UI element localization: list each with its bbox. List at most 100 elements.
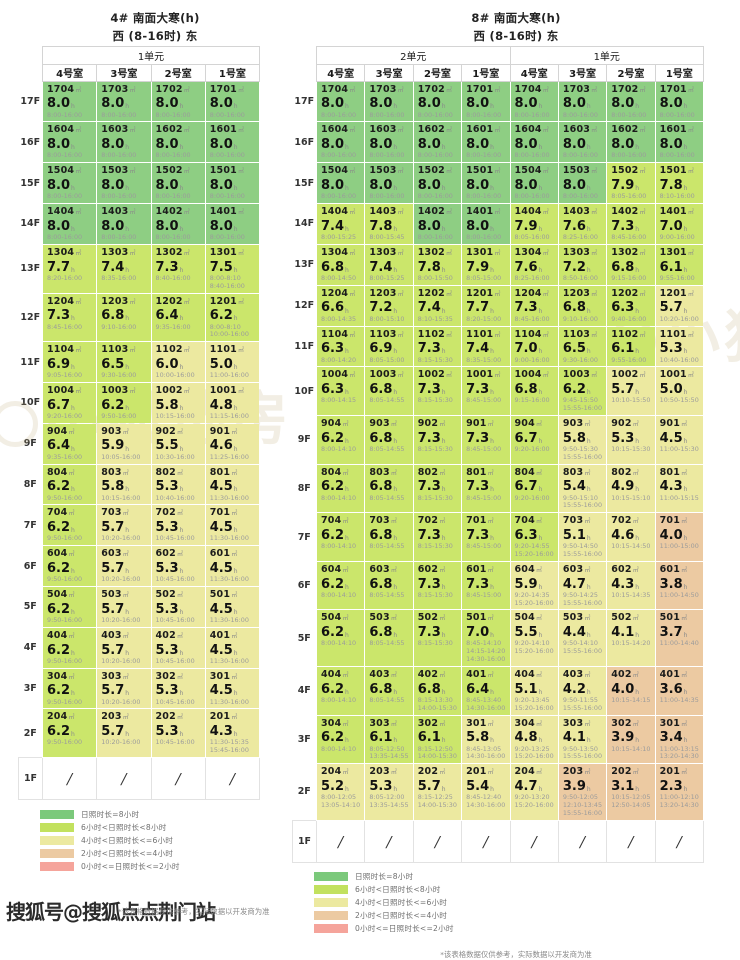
unit-cell[interactable]: 601㎡ 3.8h 11:00-14:50 <box>655 561 704 610</box>
unit-cell-empty[interactable]: / <box>606 819 656 863</box>
unit-cell[interactable]: 403㎡ 4.2h 9:50-11:55 15:55-16:00 <box>558 666 607 716</box>
unit-cell[interactable]: 502㎡ 4.1h 10:15-14:20 <box>606 609 656 667</box>
unit-cell[interactable]: 1101㎡ 5.3h 10:40-16:00 <box>655 326 704 367</box>
unit-cell[interactable]: 702㎡ 7.3h 8:15-15:30 <box>413 512 462 562</box>
unit-cell[interactable]: 603㎡ 4.7h 9:50-14:25 15:55-16:00 <box>558 561 607 610</box>
unit-cell[interactable]: 1601㎡ 8.0h 8:00-16:00 <box>461 121 510 163</box>
unit-cell[interactable]: 801㎡ 4.5h 11:30-16:00 <box>205 464 260 505</box>
unit-cell[interactable]: 901㎡ 4.5h 11:00-15:30 <box>655 415 704 465</box>
unit-cell[interactable]: 604㎡ 6.2h 8:00-14:10 <box>316 561 365 610</box>
unit-cell[interactable]: 301㎡ 5.8h 8:45-13:05 14:30-16:00 <box>461 715 510 764</box>
unit-cell-empty[interactable]: / <box>204 757 261 801</box>
unit-cell[interactable]: 1003㎡ 6.2h 9:45-15:50 15:55-16:00 <box>558 366 607 416</box>
unit-cell[interactable]: 1503㎡ 8.0h 8:00-16:00 <box>364 162 414 204</box>
unit-cell[interactable]: 203㎡ 3.9h 9:50-12:05 12:10-13:45 15:55-16:… <box>558 763 607 821</box>
unit-cell[interactable]: 703㎡ 5.1h 9:50-14:50 15:55-16:00 <box>558 512 607 562</box>
unit-cell[interactable]: 1504㎡ 8.0h 8:00-16:00 <box>42 162 97 204</box>
unit-cell[interactable]: 802㎡ 7.3h 8:15-15:30 <box>413 464 462 513</box>
unit-cell[interactable]: 703㎡ 5.7h 10:20-16:00 <box>96 504 151 546</box>
unit-cell-empty[interactable]: / <box>412 819 463 863</box>
unit-cell[interactable]: 1201㎡ 5.7h 10:20-16:00 <box>655 285 704 327</box>
unit-cell[interactable]: 903㎡ 6.8h 8:05-14:55 <box>364 415 414 465</box>
unit-cell[interactable]: 1004㎡ 6.8h 9:15-16:00 <box>510 366 559 416</box>
unit-cell[interactable]: 403㎡ 6.8h 8:05-14:55 <box>364 666 414 716</box>
unit-cell[interactable]: 1703㎡ 8.0h 8:00-16:00 <box>558 81 607 122</box>
unit-cell[interactable]: 402㎡ 6.8h 8:15-13:30 14:00-15:30 <box>413 666 462 716</box>
unit-cell[interactable]: 1401㎡ 8.0h 8:00-16:00 <box>461 203 510 245</box>
unit-cell[interactable]: 1003㎡ 6.2h 9:50-16:00 <box>96 382 151 424</box>
unit-cell[interactable]: 1301㎡ 7.5h 8:00-8:10 8:40-16:00 <box>205 244 260 294</box>
unit-cell[interactable]: 504㎡ 6.2h 9:50-16:00 <box>42 586 97 628</box>
unit-cell[interactable]: 1102㎡ 6.0h 10:00-16:00 <box>151 341 206 383</box>
unit-cell-empty[interactable]: / <box>557 819 608 863</box>
unit-cell[interactable]: 302㎡ 3.9h 10:15-14:10 <box>606 715 656 764</box>
unit-cell[interactable]: 1502㎡ 8.0h 8:00-16:00 <box>413 162 462 204</box>
unit-cell[interactable]: 1104㎡ 7.0h 9:00-16:00 <box>510 326 559 367</box>
unit-cell[interactable]: 903㎡ 5.8h 9:50-15:30 15:55-16:00 <box>558 415 607 465</box>
unit-cell[interactable]: 602㎡ 4.3h 10:15-14:35 <box>606 561 656 610</box>
unit-cell[interactable]: 303㎡ 5.7h 10:20-16:00 <box>96 668 151 709</box>
unit-cell[interactable]: 1004㎡ 6.3h 8:00-14:15 <box>316 366 365 416</box>
unit-cell[interactable]: 503㎡ 5.7h 10:20-16:00 <box>96 586 151 628</box>
unit-cell[interactable]: 604㎡ 6.2h 9:50-16:00 <box>42 545 97 587</box>
unit-cell[interactable]: 1302㎡ 7.3h 8:40-16:00 <box>151 244 206 294</box>
unit-cell[interactable]: 704㎡ 6.2h 8:00-14:10 <box>316 512 365 562</box>
unit-cell[interactable]: 803㎡ 6.8h 8:05-14:55 <box>364 464 414 513</box>
unit-cell[interactable]: 901㎡ 7.3h 8:45-15:00 <box>461 415 510 465</box>
unit-cell[interactable]: 803㎡ 5.4h 9:50-15:10 15:55-16:00 <box>558 464 607 513</box>
unit-cell[interactable]: 1402㎡ 8.0h 8:00-16:00 <box>151 203 206 245</box>
unit-cell[interactable]: 904㎡ 6.7h 9:20-16:00 <box>510 415 559 465</box>
unit-cell[interactable]: 804㎡ 6.2h 9:50-16:00 <box>42 464 97 505</box>
unit-cell[interactable]: 301㎡ 4.5h 11:30-16:00 <box>205 668 260 709</box>
unit-cell[interactable]: 504㎡ 5.5h 9:20-14:10 15:20-16:00 <box>510 609 559 667</box>
unit-cell[interactable]: 602㎡ 7.3h 8:15-15:30 <box>413 561 462 610</box>
unit-cell[interactable]: 901㎡ 4.6h 11:25-16:00 <box>205 423 260 465</box>
unit-cell[interactable]: 903㎡ 5.9h 10:05-16:00 <box>96 423 151 465</box>
unit-cell[interactable]: 601㎡ 7.3h 8:45-15:00 <box>461 561 510 610</box>
unit-cell[interactable]: 1204㎡ 7.3h 8:45-16:00 <box>510 285 559 327</box>
unit-cell[interactable]: 202㎡ 3.1h 10:15-12:05 12:50-14:05 <box>606 763 656 821</box>
unit-cell[interactable]: 1001㎡ 7.3h 8:45-15:00 <box>461 366 510 416</box>
unit-cell[interactable]: 1704㎡ 8.0h 8:00-16:00 <box>42 81 97 122</box>
unit-cell[interactable]: 502㎡ 5.3h 10:45-16:00 <box>151 586 206 628</box>
unit-cell[interactable]: 1104㎡ 6.9h 9:05-16:00 <box>42 341 97 383</box>
unit-cell[interactable]: 301㎡ 3.4h 11:00-13:15 13:20-14:30 <box>655 715 704 764</box>
unit-cell[interactable]: 603㎡ 5.7h 10:20-16:00 <box>96 545 151 587</box>
unit-cell[interactable]: 1303㎡ 7.4h 8:35-16:00 <box>96 244 151 294</box>
unit-cell[interactable]: 703㎡ 6.8h 8:05-14:55 <box>364 512 414 562</box>
unit-cell[interactable]: 1302㎡ 6.8h 9:15-16:00 <box>606 244 656 286</box>
unit-cell[interactable]: 1301㎡ 6.1h 9:55-16:00 <box>655 244 704 286</box>
unit-cell[interactable]: 1101㎡ 5.0h 11:00-16:00 <box>205 341 260 383</box>
unit-cell[interactable]: 1002㎡ 5.8h 10:15-16:00 <box>151 382 206 424</box>
unit-cell[interactable]: 203㎡ 5.7h 10:20-16:00 <box>96 708 151 758</box>
unit-cell[interactable]: 1601㎡ 8.0h 8:00-16:00 <box>205 121 260 163</box>
unit-cell-empty[interactable]: / <box>315 819 366 863</box>
unit-cell[interactable]: 1304㎡ 7.7h 8:20-16:00 <box>42 244 97 294</box>
unit-cell[interactable]: 502㎡ 7.3h 8:15-15:30 <box>413 609 462 667</box>
unit-cell[interactable]: 1602㎡ 8.0h 8:00-16:00 <box>606 121 656 163</box>
unit-cell[interactable]: 1504㎡ 8.0h 8:00-16:00 <box>316 162 365 204</box>
unit-cell[interactable]: 1304㎡ 7.6h 8:25-16:00 <box>510 244 559 286</box>
unit-cell[interactable]: 904㎡ 6.4h 9:35-16:00 <box>42 423 97 465</box>
unit-cell[interactable]: 401㎡ 4.5h 11:30-16:00 <box>205 627 260 669</box>
unit-cell[interactable]: 602㎡ 5.3h 10:45-16:00 <box>151 545 206 587</box>
unit-cell[interactable]: 1003㎡ 6.8h 8:05-14:55 <box>364 366 414 416</box>
unit-cell-empty[interactable]: / <box>654 819 705 863</box>
unit-cell[interactable]: 1701㎡ 8.0h 8:00-16:00 <box>461 81 510 122</box>
unit-cell[interactable]: 601㎡ 4.5h 11:30-16:00 <box>205 545 260 587</box>
unit-cell[interactable]: 902㎡ 5.5h 10:30-16:00 <box>151 423 206 465</box>
unit-cell[interactable]: 1403㎡ 7.8h 8:00-15:45 <box>364 203 414 245</box>
unit-cell[interactable]: 504㎡ 6.2h 8:00-14:10 <box>316 609 365 667</box>
unit-cell[interactable]: 603㎡ 6.8h 8:05-14:55 <box>364 561 414 610</box>
unit-cell[interactable]: 701㎡ 7.3h 8:45-15:00 <box>461 512 510 562</box>
unit-cell[interactable]: 1201㎡ 6.2h 8:00-8:10 10:00-16:00 <box>205 293 260 342</box>
unit-cell[interactable]: 1104㎡ 6.3h 8:00-14:20 <box>316 326 365 367</box>
unit-cell[interactable]: 802㎡ 5.3h 10:40-16:00 <box>151 464 206 505</box>
unit-cell[interactable]: 501㎡ 4.5h 11:30-16:00 <box>205 586 260 628</box>
unit-cell[interactable]: 1002㎡ 7.3h 8:15-15:30 <box>413 366 462 416</box>
unit-cell[interactable]: 1203㎡ 7.2h 8:00-15:10 <box>364 285 414 327</box>
unit-cell[interactable]: 304㎡ 4.8h 9:20-13:25 15:20-16:00 <box>510 715 559 764</box>
unit-cell[interactable]: 404㎡ 6.2h 8:00-14:10 <box>316 666 365 716</box>
unit-cell[interactable]: 1401㎡ 7.0h 9:00-16:00 <box>655 203 704 245</box>
unit-cell[interactable]: 402㎡ 5.3h 10:45-16:00 <box>151 627 206 669</box>
